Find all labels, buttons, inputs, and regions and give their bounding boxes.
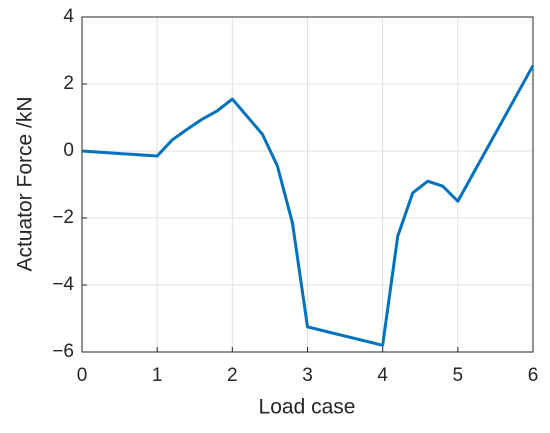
y-tick-label: 0 [63, 140, 74, 161]
x-axis-label: Load case [259, 396, 356, 419]
x-tick-label: 2 [227, 365, 238, 386]
data-line [81, 64, 535, 347]
x-tick-label: 1 [152, 365, 163, 386]
y-tick-label: −4 [52, 274, 74, 295]
y-tick-label: 2 [63, 73, 74, 94]
x-tick-label: 3 [302, 365, 313, 386]
x-tick-label: 4 [377, 365, 388, 386]
y-tick-label: 4 [63, 6, 74, 27]
x-tick-label: 5 [453, 365, 464, 386]
x-tick-label: 0 [77, 365, 88, 386]
y-axis-label: Actuator Force /kN [14, 96, 37, 271]
x-tick-label: 6 [528, 365, 539, 386]
y-tick-label: −6 [52, 341, 74, 362]
y-tick-label: −2 [52, 207, 74, 228]
